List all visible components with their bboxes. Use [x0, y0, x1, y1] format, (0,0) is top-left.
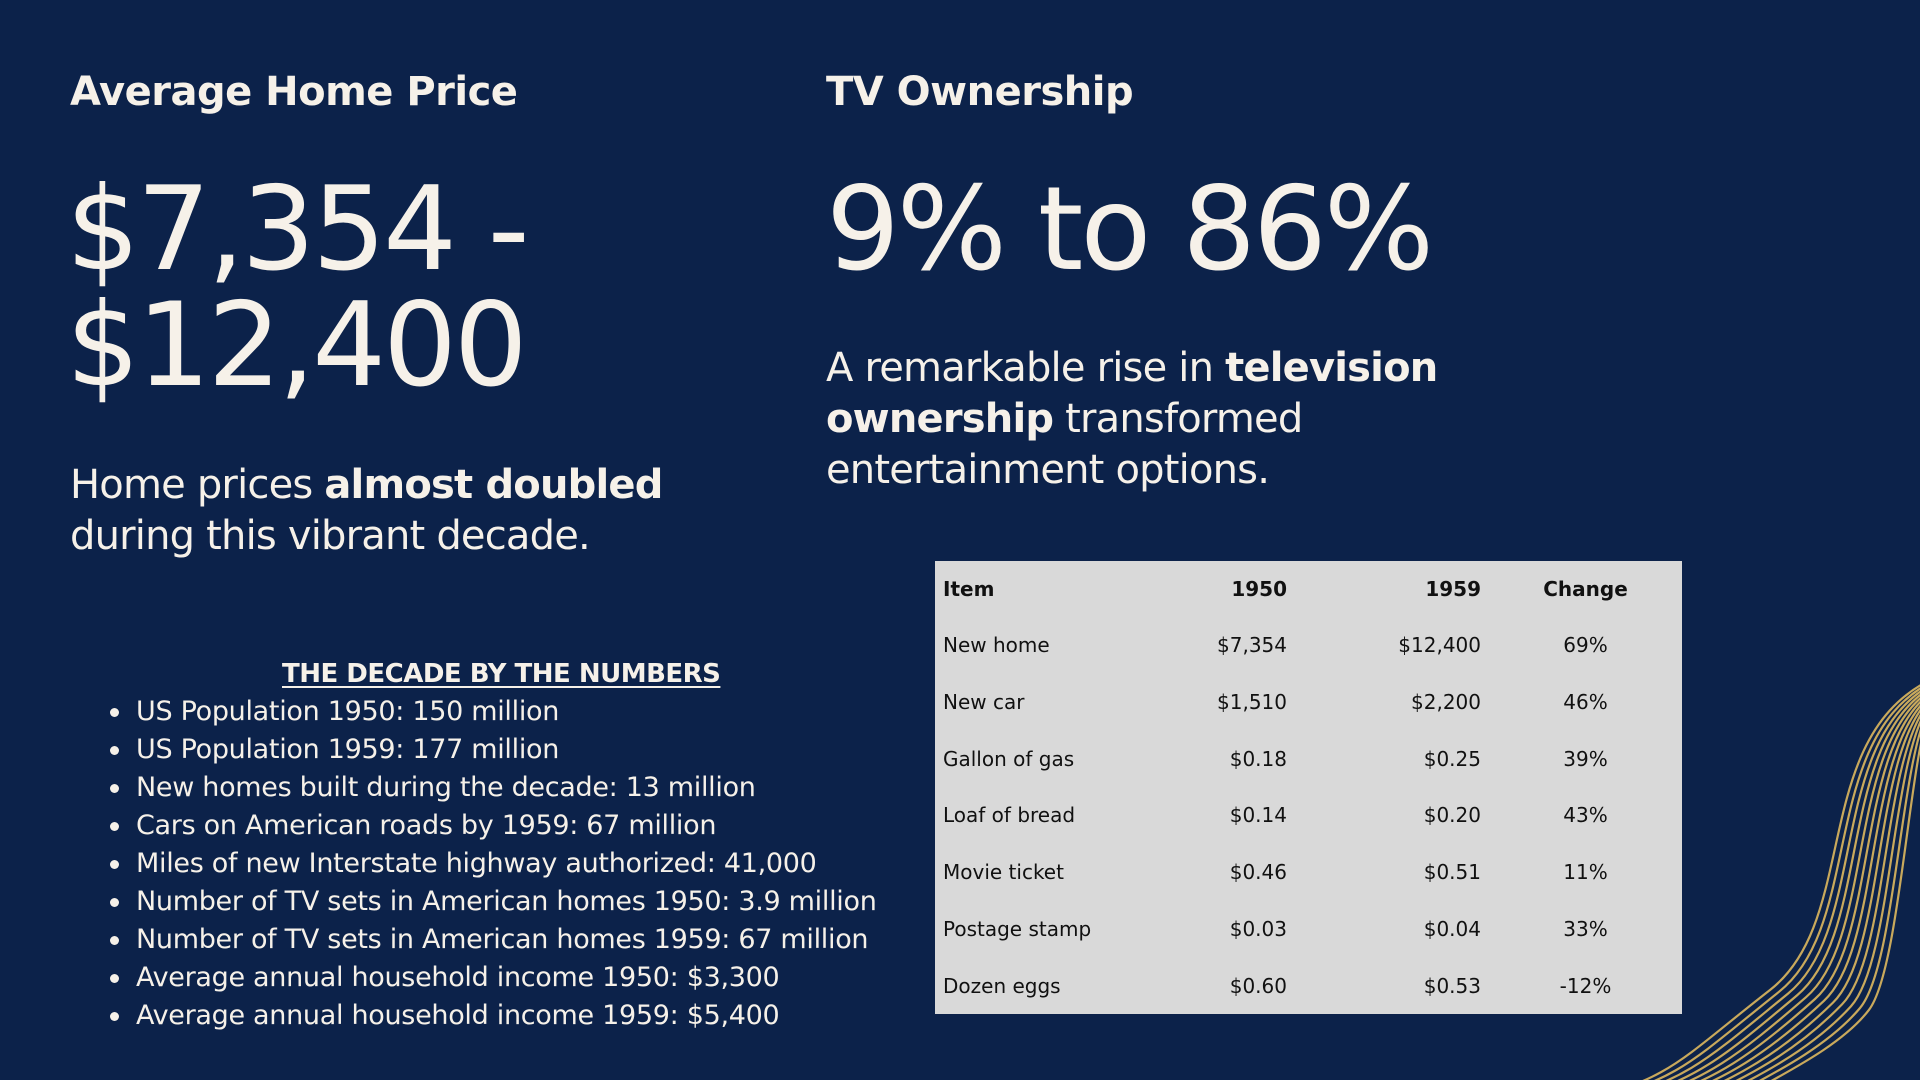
list-item: US Population 1959: 177 million: [110, 731, 877, 769]
cell-1959: $0.20: [1423, 803, 1481, 828]
cell-change: 11%: [1563, 860, 1608, 885]
table-row: Dozen eggs $0.60 $0.53 -12%: [935, 957, 1682, 1014]
list-item: Average annual household income 1959: $5…: [110, 997, 877, 1035]
list-item: Miles of new Interstate highway authoriz…: [110, 845, 877, 883]
cell-1959: $2,200: [1411, 690, 1481, 715]
wave-line: [1735, 714, 1920, 1080]
cell-item: Dozen eggs: [943, 973, 1061, 998]
cell-1950: $0.18: [1229, 746, 1287, 771]
list-item: New homes built during the decade: 13 mi…: [110, 769, 877, 807]
home-price-description: Home prices almost doubled during this v…: [70, 460, 710, 562]
cell-1950: $1,510: [1217, 690, 1287, 715]
wave-line: [1688, 697, 1920, 1080]
home-desc-bold: almost doubled: [324, 462, 663, 508]
cell-change: 69%: [1563, 633, 1608, 658]
home-price-heading: Average Home Price: [70, 69, 518, 115]
cell-1959: $0.53: [1423, 973, 1481, 998]
cell-1959: $12,400: [1398, 633, 1481, 658]
tv-desc-post: transformed entertainment options.: [826, 396, 1303, 493]
cell-change: 43%: [1563, 803, 1608, 828]
list-item: Cars on American roads by 1959: 67 milli…: [110, 807, 877, 845]
cell-1950: $0.46: [1229, 860, 1287, 885]
table-row: Movie ticket $0.46 $0.51 11%: [935, 844, 1682, 901]
cell-item: Loaf of bread: [943, 803, 1076, 828]
wave-line: [1665, 690, 1920, 1080]
decade-numbers-title: THE DECADE BY THE NUMBERS: [282, 659, 721, 689]
cell-change: 39%: [1563, 746, 1608, 771]
cell-1950: $0.03: [1229, 916, 1287, 941]
home-price-range: $7,354 - $12,400: [66, 162, 530, 413]
table-row: Gallon of gas $0.18 $0.25 39%: [935, 730, 1682, 787]
wave-line: [1677, 694, 1920, 1080]
cell-change: -12%: [1559, 973, 1612, 998]
table-row: New car $1,510 $2,200 46%: [935, 674, 1682, 731]
cell-1950: $0.60: [1229, 973, 1287, 998]
table-row: Loaf of bread $0.14 $0.20 43%: [935, 787, 1682, 844]
price-comparison-table: Item 1950 1959 Change New home $7,354 $1…: [935, 561, 1682, 1014]
cell-item: New car: [943, 690, 1025, 715]
cell-1959: $0.04: [1423, 916, 1481, 941]
cell-item: Postage stamp: [943, 916, 1092, 941]
column-header-change: Change: [1543, 577, 1628, 601]
column-header-item: Item: [943, 577, 995, 601]
home-price-range-line1: $7,354 -: [66, 162, 530, 297]
wave-line: [1770, 742, 1920, 1080]
cell-change: 33%: [1563, 916, 1608, 941]
wave-line: [1723, 708, 1920, 1080]
cell-1959: $0.51: [1423, 860, 1481, 885]
list-item: Number of TV sets in American homes 1959…: [110, 921, 877, 959]
wave-line: [1759, 728, 1920, 1080]
wave-line: [1747, 720, 1920, 1080]
home-desc-post: during this vibrant decade.: [70, 513, 591, 559]
home-price-range-line2: $12,400: [66, 278, 528, 413]
column-header-1959: 1959: [1425, 577, 1481, 601]
tv-desc-pre: A remarkable rise in: [826, 345, 1226, 391]
list-item: Number of TV sets in American homes 1950…: [110, 883, 877, 921]
table-header-row: Item 1950 1959 Change: [935, 561, 1682, 617]
cell-1950: $7,354: [1217, 633, 1287, 658]
list-item: US Population 1950: 150 million: [110, 693, 877, 731]
home-desc-pre: Home prices: [70, 462, 325, 508]
decade-numbers-list: US Population 1950: 150 million US Popul…: [84, 693, 877, 1035]
list-item: Average annual household income 1950: $3…: [110, 959, 877, 997]
table-row: New home $7,354 $12,400 69%: [935, 617, 1682, 674]
cell-1959: $0.25: [1423, 746, 1481, 771]
table-row: Postage stamp $0.03 $0.04 33%: [935, 901, 1682, 958]
gold-wave-lines-icon: [1642, 684, 1920, 1080]
wave-line: [1712, 704, 1920, 1080]
tv-ownership-heading: TV Ownership: [826, 69, 1134, 115]
tv-ownership-range: 9% to 86%: [826, 162, 1434, 297]
cell-item: Gallon of gas: [943, 746, 1075, 771]
cell-item: New home: [943, 633, 1050, 658]
cell-item: Movie ticket: [943, 860, 1064, 885]
wave-line: [1700, 700, 1920, 1080]
tv-desc-bold: television ownership: [826, 345, 1438, 442]
cell-change: 46%: [1563, 690, 1608, 715]
wave-line: [1653, 687, 1920, 1080]
wave-line: [1642, 684, 1920, 1080]
cell-1950: $0.14: [1229, 803, 1287, 828]
tv-ownership-description: A remarkable rise in television ownershi…: [826, 343, 1466, 496]
column-header-1950: 1950: [1231, 577, 1287, 601]
